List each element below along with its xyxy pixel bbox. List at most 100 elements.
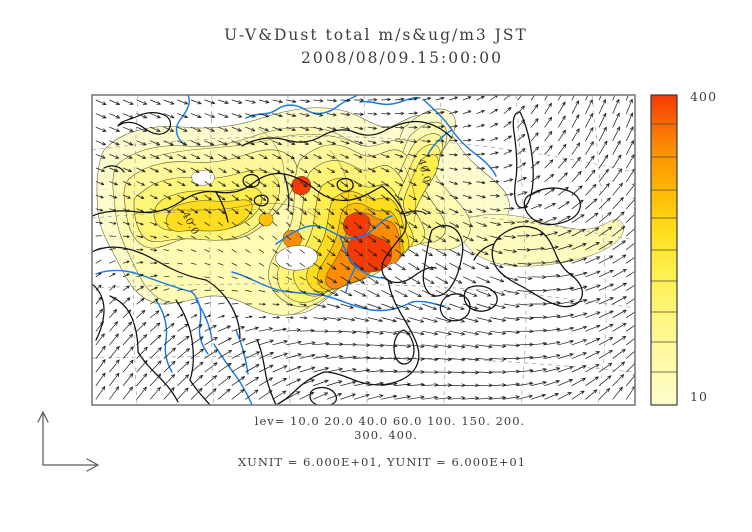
wind-vector (462, 96, 472, 101)
wind-vector (299, 140, 309, 145)
wind-vector (408, 125, 418, 129)
wind-vector (150, 310, 160, 318)
wind-vector (612, 268, 627, 278)
wind-vector (354, 222, 363, 229)
wind-vector (326, 154, 336, 159)
wind-vector (122, 140, 134, 146)
wind-vector (95, 372, 106, 386)
wind-vector (95, 154, 106, 159)
wind-vector (286, 391, 301, 400)
wind-vector (299, 303, 307, 307)
wind-vector (204, 314, 212, 318)
wind-vector (109, 126, 120, 132)
wind-vector (354, 126, 364, 131)
wind-vector (476, 290, 492, 297)
wind-vector (313, 262, 323, 270)
wind-vector (190, 235, 196, 239)
wind-vector (190, 208, 198, 214)
wind-vector (231, 113, 243, 118)
wind-vector (258, 364, 274, 373)
graticule (92, 95, 635, 405)
wind-vector (544, 188, 555, 196)
wind-vector (340, 393, 356, 400)
wind-vector (218, 362, 232, 373)
wind-vector (422, 317, 438, 323)
wind-vector (367, 167, 376, 173)
wind-vector (354, 381, 370, 386)
wind-vector (408, 235, 419, 243)
wind-vector (354, 290, 367, 297)
wind-vector (218, 262, 224, 266)
wind-vector (476, 276, 491, 283)
wind-vector (394, 344, 411, 348)
wind-vector (517, 133, 526, 142)
wind-vector (258, 262, 265, 267)
wind-vector (449, 110, 458, 114)
wind-vector (340, 235, 349, 243)
wind-vector (354, 303, 368, 310)
wind-vector (204, 140, 215, 146)
wind-vector (326, 317, 342, 321)
wind-vector (136, 386, 147, 400)
wind-vector (95, 284, 102, 291)
wind-vector (449, 139, 458, 143)
wind-vector (177, 323, 189, 332)
wind-vector (490, 151, 499, 155)
wind-vector (177, 374, 190, 386)
wind-vector (136, 208, 144, 213)
wind-vector (95, 126, 107, 132)
wind-vector (612, 140, 621, 155)
wind-vector (150, 261, 158, 265)
wind-vector (109, 386, 120, 400)
wind-vector (299, 276, 306, 281)
wind-vector (598, 269, 614, 278)
wind-vector (435, 303, 451, 310)
wind-vector (558, 230, 572, 237)
wind-vector (490, 396, 507, 400)
wind-vector (585, 141, 594, 155)
wind-vector (626, 270, 635, 278)
wind-vector (299, 235, 305, 241)
wind-vector (612, 126, 621, 142)
wind-vector (163, 313, 170, 318)
wind-vector (585, 155, 595, 169)
wind-vector (231, 181, 240, 187)
wind-vector (299, 194, 307, 202)
wind-vector (95, 296, 103, 305)
wind-vector (272, 194, 280, 202)
wind-vector (394, 126, 404, 130)
wind-vector (231, 208, 239, 215)
wind-vector (422, 139, 431, 143)
wind-vector (558, 95, 562, 101)
wind-vector (340, 330, 357, 334)
wind-vector (326, 126, 337, 131)
wind-vector (367, 290, 380, 297)
wind-vector (598, 126, 607, 142)
wind-vector (435, 125, 445, 129)
wind-vector (394, 395, 411, 400)
wind-vector (530, 354, 547, 359)
wind-vector (408, 330, 425, 336)
wind-vector (95, 272, 102, 278)
wind-vector (612, 348, 626, 359)
wind-vector (435, 235, 446, 242)
wind-vector (462, 290, 478, 297)
colorbar[interactable] (650, 94, 678, 406)
wind-vector (598, 183, 610, 196)
wind-vector (95, 321, 104, 332)
wind-vector (286, 154, 295, 160)
wind-vector (272, 390, 287, 400)
wind-vector (517, 233, 530, 238)
wind-vector (245, 262, 251, 267)
wind-vector (598, 140, 608, 155)
wind-vector (95, 259, 102, 264)
wind-vector (326, 380, 343, 386)
wind-vector (299, 391, 315, 400)
wind-vector (490, 108, 499, 114)
wind-vector (163, 194, 172, 200)
wind-vector (231, 350, 246, 359)
wind-vector (422, 330, 438, 336)
wind-vector (422, 276, 435, 284)
wind-vector (422, 111, 432, 115)
wind-vector (462, 208, 473, 213)
